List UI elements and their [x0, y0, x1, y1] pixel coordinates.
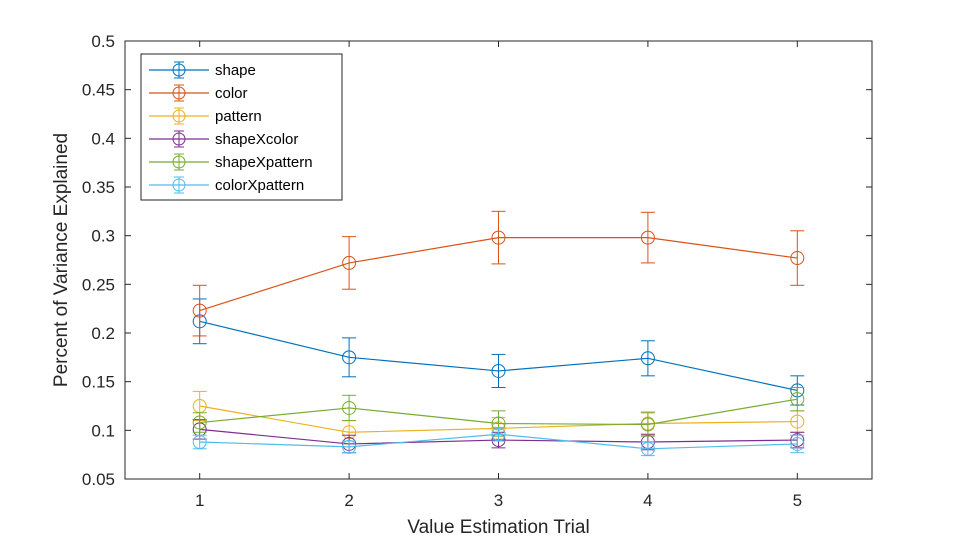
legend-label: colorXpattern — [215, 177, 304, 194]
data-point — [790, 392, 805, 407]
legend-item: color — [149, 84, 248, 102]
data-point — [342, 400, 357, 415]
y-tick-label: 0.35 — [82, 178, 115, 197]
legend-label: shapeXcolor — [215, 131, 298, 148]
data-point — [790, 414, 805, 429]
data-point — [640, 351, 655, 366]
data-point — [491, 230, 506, 245]
data-point — [491, 427, 506, 442]
data-point — [192, 435, 207, 450]
series-color — [192, 210, 805, 337]
legend-label: shapeXpattern — [215, 154, 313, 171]
data-point — [342, 350, 357, 365]
ticks: 1 2 3 4 5 0.05 0.1 0.15 0.2 0.25 0.3 0.35 0.4 0.45 0.5 — [82, 32, 872, 510]
legend-marker — [172, 155, 186, 169]
legend-marker — [172, 178, 186, 192]
y-tick-label: 0.5 — [91, 32, 115, 51]
x-tick-label: 1 — [195, 491, 204, 510]
data-point — [342, 255, 357, 270]
x-tick-label: 4 — [643, 491, 652, 510]
data-point — [640, 230, 655, 245]
y-tick-label: 0.05 — [82, 470, 115, 489]
data-point — [640, 441, 655, 456]
legend-label: pattern — [215, 108, 262, 125]
x-tick-label: 3 — [494, 491, 503, 510]
data-point — [640, 417, 655, 432]
x-tick-label: 5 — [793, 491, 802, 510]
legend-item: shape — [149, 61, 256, 79]
series-colorXpattern — [192, 426, 805, 457]
series-shape — [192, 298, 805, 406]
series-shapeXpattern — [192, 387, 805, 437]
y-axis-label: Percent of Variance Explained — [51, 133, 72, 387]
legend-item: shapeXcolor — [149, 130, 298, 148]
legend-item: pattern — [149, 107, 262, 125]
legend-marker — [172, 86, 186, 100]
y-tick-label: 0.2 — [91, 324, 115, 343]
y-tick-label: 0.25 — [82, 275, 115, 294]
legend: shape color pattern shapeXcolor shapeXpatter… — [140, 53, 343, 201]
legend-marker — [172, 109, 186, 123]
data-point — [790, 436, 805, 451]
legend-item: colorXpattern — [149, 176, 304, 194]
y-tick-label: 0.3 — [91, 227, 115, 246]
y-tick-label: 0.4 — [91, 129, 115, 148]
data-point — [192, 415, 207, 430]
x-axis-label: Value Estimation Trial — [407, 517, 589, 538]
legend-marker — [172, 63, 186, 77]
data-point — [342, 439, 357, 454]
y-tick-label: 0.15 — [82, 373, 115, 392]
data-point — [491, 363, 506, 378]
plot-area — [192, 210, 805, 457]
data-point — [790, 251, 805, 266]
y-tick-label: 0.45 — [82, 81, 115, 100]
legend-marker — [172, 132, 186, 146]
x-tick-label: 2 — [344, 491, 353, 510]
y-tick-label: 0.1 — [91, 421, 115, 440]
legend-label: color — [215, 85, 248, 102]
legend-item: shapeXpattern — [149, 153, 313, 171]
data-point — [192, 303, 207, 318]
legend-label: shape — [215, 62, 256, 79]
